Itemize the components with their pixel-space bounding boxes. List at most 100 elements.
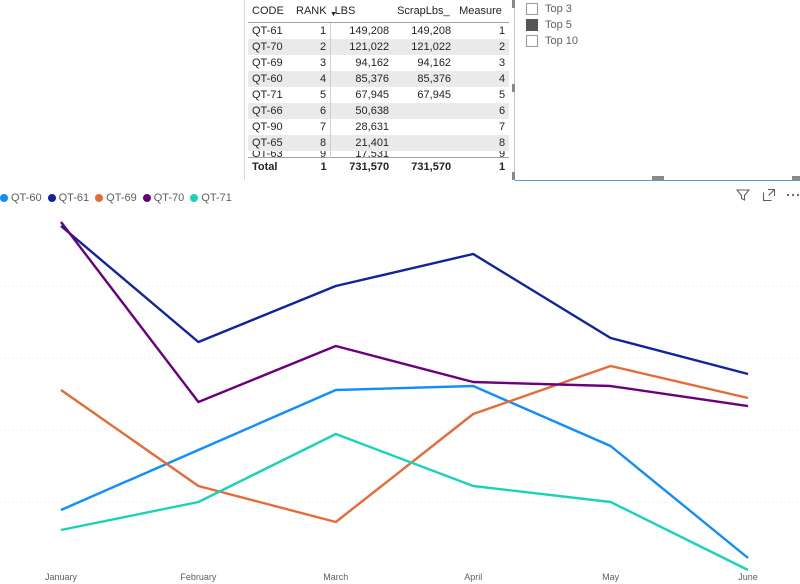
legend-item[interactable]: QT-69 [95,192,137,204]
visual-header-icons [726,186,800,204]
cell-lbs: 94,162 [355,57,390,69]
total-scrap: 731,570 [393,157,456,175]
col-header-measure[interactable]: Measure [455,0,510,23]
resize-handle-bottom-center[interactable] [652,176,664,180]
checkbox[interactable] [526,19,538,31]
table-total-row: Total 1 731,570 731,570 1 [248,157,510,175]
cell-code: QT-69 [252,57,283,69]
legend-marker [0,194,8,202]
legend-item[interactable]: QT-70 [142,192,185,204]
legend-item[interactable]: QT-60 [0,192,42,204]
table-grid: CODE RANK LBS ScrapLbs_ Measure QT-61 1 14… [248,0,510,175]
legend-label: QT-60 [11,192,42,204]
cell-lbs: 50,638 [330,103,394,119]
series-line-qt-71[interactable] [60,432,749,572]
focus-mode-icon[interactable] [760,186,778,204]
cell-code: QT-63 [252,151,283,158]
cell-scrap: 149,208 [411,25,452,37]
checkbox[interactable] [526,35,538,47]
cell-rank: 5 [292,87,332,103]
slicer-option-top-5[interactable]: Top 5 [526,18,572,32]
col-header-rank[interactable]: RANK [292,0,331,23]
total-rank: 1 [292,157,331,175]
cell-scrap [393,103,456,119]
cell-rank: 1 [292,22,332,39]
legend-label: QT-70 [153,192,185,204]
table-row[interactable]: QT-65 8 21,401 8 [248,135,510,151]
cell-rank: 9 [292,151,332,158]
cell-lbs: 149,208 [349,25,390,37]
table-row[interactable]: QT-61 1 149,208 149,208 1 [248,22,509,39]
ranking-table[interactable]: CODE RANK LBS ScrapLbs_ Measure QT-61 1 14… [244,0,515,180]
table-left-border [244,0,245,180]
cell-code: QT-70 [248,39,292,55]
cell-measure: 6 [455,103,510,119]
chart-legend[interactable]: QT-60 QT-61 QT-69 QT-70 QT-71 [0,190,238,206]
legend-label: QT-71 [201,192,232,204]
resize-handle-top[interactable] [512,0,515,8]
cell-measure: 1 [498,25,506,37]
cell-code: QT-90 [252,121,283,133]
x-tick-label: January [45,572,78,582]
cell-measure: 5 [498,89,506,101]
checkbox[interactable] [526,3,538,15]
table-row[interactable]: QT-71 5 67,945 67,945 5 [248,87,509,103]
series-line-qt-70[interactable] [60,221,749,408]
cell-lbs: 17,531 [355,151,390,158]
col-header-scrap[interactable]: ScrapLbs_ [393,0,456,23]
cell-measure: 4 [455,71,510,87]
cell-scrap [393,135,456,151]
legend-marker [142,194,151,202]
legend-marker [190,194,199,202]
col-header-code[interactable]: CODE [248,0,292,23]
topn-slicer[interactable]: Top 3 Top 5 Top 10 [524,0,664,60]
cell-rank: 8 [292,135,332,151]
legend-label: QT-69 [106,192,137,204]
total-lbs: 731,570 [330,157,394,175]
slicer-option-top-3[interactable]: Top 3 [526,2,572,16]
legend-item[interactable]: QT-71 [190,192,232,204]
col-header-lbs[interactable]: LBS [330,0,394,23]
cell-code: QT-71 [252,89,283,101]
total-code: Total [248,157,292,175]
table-header-row: CODE RANK LBS ScrapLbs_ Measure [248,0,510,23]
table-row[interactable]: QT-90 7 28,631 7 [248,119,509,135]
slicer-option-label: Top 5 [545,19,572,31]
cell-lbs: 67,945 [355,89,390,101]
cell-code: QT-61 [252,25,283,37]
table-row[interactable]: QT-63 9 17,531 9 [248,151,509,158]
series-line-qt-61[interactable] [60,225,749,376]
more-options-icon[interactable] [786,186,800,204]
cell-lbs: 121,022 [330,39,394,55]
table-row[interactable]: QT-69 3 94,162 94,162 3 [248,55,509,71]
resize-handle-bottom[interactable] [512,172,515,180]
cell-measure: 7 [498,121,506,133]
cell-scrap: 94,162 [417,57,452,69]
series-line-qt-69[interactable] [60,364,749,524]
legend-marker [95,194,104,202]
legend-label: QT-61 [58,192,90,204]
table-row[interactable]: QT-70 2 121,022 121,022 2 [248,39,510,55]
total-measure: 1 [455,157,510,175]
cell-measure: 3 [498,57,506,69]
slicer-option-top-10[interactable]: Top 10 [526,34,578,48]
cell-code: QT-66 [248,103,292,119]
x-tick-label: June [738,572,758,582]
cell-measure: 9 [498,151,506,158]
slicer-resize-edge[interactable] [512,0,515,180]
series-line-qt-60[interactable] [60,384,749,559]
cell-lbs: 28,631 [355,121,390,133]
resize-handle-bottom-right[interactable] [792,176,800,180]
cell-code: QT-65 [248,135,292,151]
table-row[interactable]: QT-60 4 85,376 85,376 4 [248,71,510,87]
cell-scrap: 85,376 [393,71,456,87]
cell-rank: 4 [292,71,332,87]
legend-item[interactable]: QT-61 [47,192,90,204]
table-row[interactable]: QT-66 6 50,638 6 [248,103,510,119]
resize-handle-middle[interactable] [512,84,515,92]
filter-icon[interactable] [734,186,752,204]
cell-scrap: 121,022 [393,39,456,55]
x-tick-label: February [180,572,217,582]
sort-descending-icon[interactable]: ▼ [330,11,337,18]
